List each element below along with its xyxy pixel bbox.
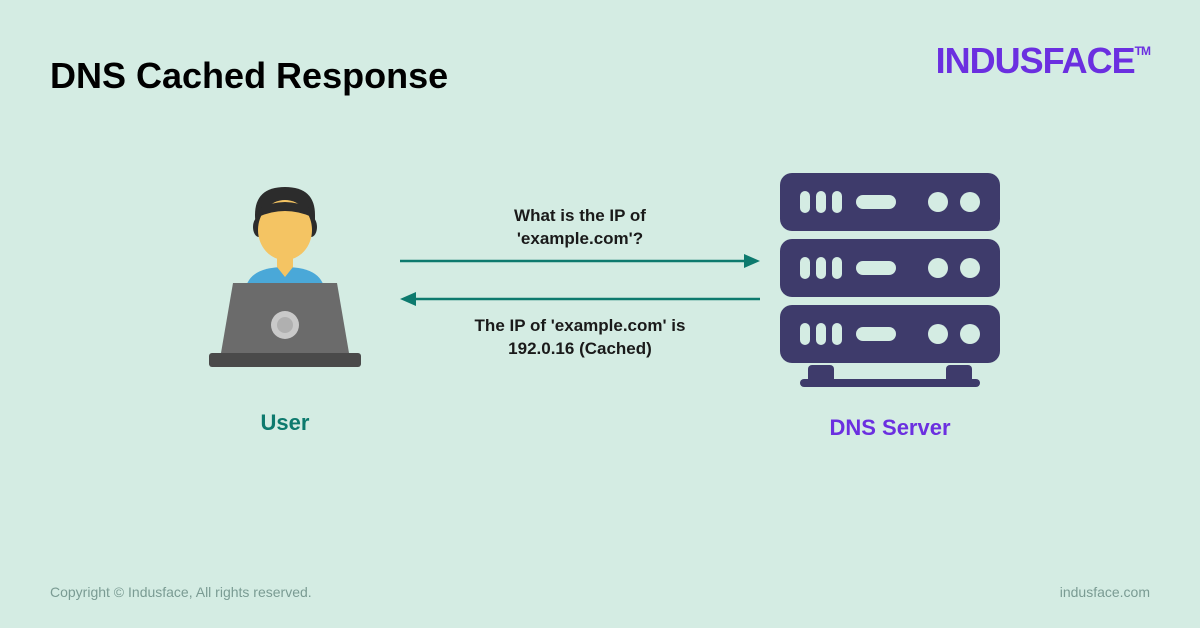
response-line2: 192.0.16 (Cached) xyxy=(508,339,652,358)
request-arrow-icon xyxy=(400,251,760,271)
footer-copyright: Copyright © Indusface, All rights reserv… xyxy=(50,584,312,600)
request-line2: 'example.com'? xyxy=(517,229,643,248)
brand-logo: INDUSFACETM xyxy=(936,40,1150,82)
server-label: DNS Server xyxy=(770,415,1010,441)
logo-text: INDUSFACE xyxy=(936,40,1135,81)
request-text: What is the IP of 'example.com'? xyxy=(400,205,760,251)
server-node xyxy=(770,165,1010,400)
user-label: User xyxy=(195,410,375,436)
response-arrow-icon xyxy=(400,289,760,309)
user-icon xyxy=(195,175,375,375)
diagram-canvas: DNS Cached Response INDUSFACETM Us xyxy=(0,0,1200,628)
server-icon xyxy=(770,165,1010,395)
page-title: DNS Cached Response xyxy=(50,55,448,97)
logo-tm: TM xyxy=(1135,44,1150,58)
response-line1: The IP of 'example.com' is xyxy=(475,316,686,335)
arrow-zone: What is the IP of 'example.com'? The IP … xyxy=(400,205,760,361)
footer-site: indusface.com xyxy=(1060,584,1150,600)
request-line1: What is the IP of xyxy=(514,206,646,225)
response-text: The IP of 'example.com' is 192.0.16 (Cac… xyxy=(400,315,760,361)
user-node xyxy=(195,175,375,380)
